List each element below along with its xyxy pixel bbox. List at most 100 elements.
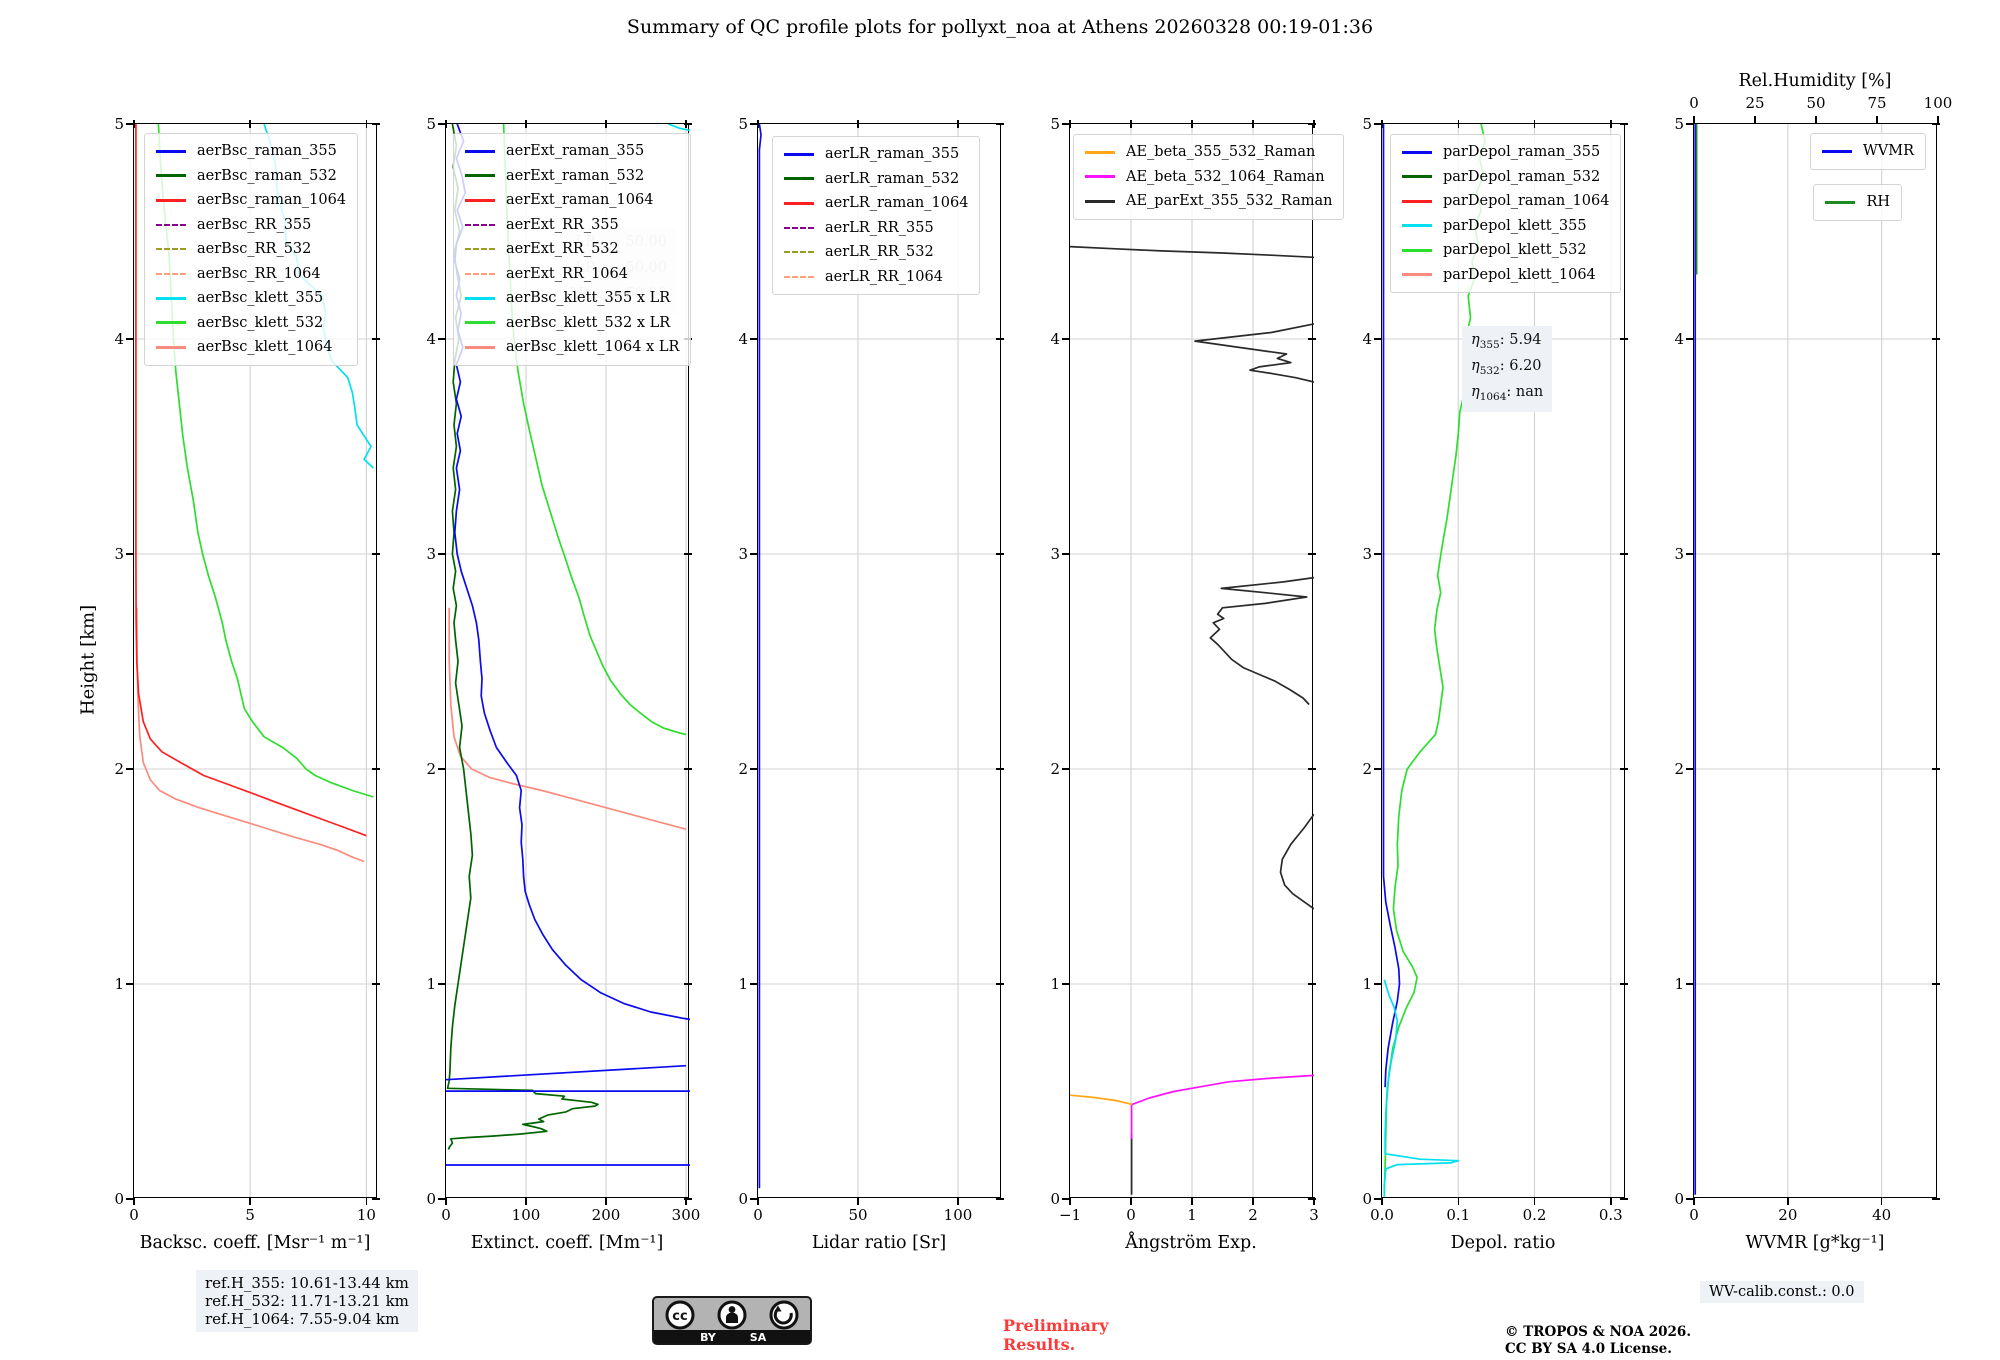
series-AE_parExt_355_532_Raman [1070,245,1314,259]
y-tick-right [372,983,380,985]
legend-item: parDepol_raman_1064 [1402,189,1609,214]
legend-label: parDepol_raman_532 [1443,168,1601,185]
cc-badge-graphic: cc BY SA [652,1296,812,1345]
annotation-symbol: η [1471,332,1480,348]
x-axis-label-depol-ratio: Depol. ratio [1450,1233,1556,1253]
x-tick-label: 200 [591,1206,621,1224]
legend-label: aerBsc_raman_532 [197,167,337,184]
x-tick-top [133,120,135,128]
legend-item: aerBsc_raman_532 [156,164,346,189]
x-tick-label: 20 [1778,1206,1798,1224]
legend-label: aerBsc_klett_1064 x LR [506,339,680,356]
legend-label: aerBsc_klett_532 x LR [506,314,671,331]
legend-label: aerLR_raman_1064 [825,195,969,212]
x-tick-label: 2 [1248,1206,1258,1224]
x-axis-label-wvmr: WVMR [g*kg⁻¹] [1745,1233,1885,1253]
series-aerBsc_klett_1064 [135,607,365,863]
legend-wvmr: RH [1813,184,1902,221]
y-tick-label: 1 [1674,975,1684,993]
y-tick-label: 5 [114,115,124,133]
legend-angstroem: AE_beta_355_532_Raman AE_beta_532_1064_Ra… [1073,134,1345,220]
x-tick-label: 0.3 [1598,1206,1623,1224]
series-AE_parExt_355_532_Raman [1194,323,1314,383]
legend-label: aerExt_raman_532 [506,167,645,184]
legend-label: parDepol_klett_1064 [1443,266,1596,283]
legend-item: aerExt_RR_532 [465,237,679,262]
panel-wvmr: 0 20 40 0 1 2 3 4 5 WVMR [g*kg⁻¹] Rel.Humidity [%]… [1674,71,1952,1253]
ref-height-line: ref.H_1064: 7.55-9.04 km [205,1310,400,1328]
legend-item: AE_parExt_355_532_Raman [1085,189,1332,214]
y-tick-right [1932,338,1940,340]
x-tick [1069,1197,1071,1205]
y-tick [750,553,758,555]
y-tick [126,338,134,340]
top-axis-tick [1815,116,1817,124]
legend-label: aerBsc_raman_1064 [197,192,347,209]
y-tick-right [1932,123,1940,125]
sa-arrow-icon [769,1300,799,1330]
y-tick-right [1308,123,1316,125]
y-tick [438,553,446,555]
legend-swatch [1085,150,1115,154]
legend-label: aerLR_raman_532 [825,170,960,187]
x-axis-label-backscatter: Backsc. coeff. [Msr⁻¹ m⁻¹] [139,1233,371,1253]
legend-extinction: aerExt_raman_355 aerExt_raman_532 aerExt_r… [453,133,692,366]
y-tick-label: 2 [114,760,124,778]
top-axis-tick [1876,116,1878,124]
legend-item: aerLR_raman_1064 [784,191,968,216]
legend-item: aerLR_RR_355 [784,216,968,241]
x-tick-top [1610,120,1612,128]
y-tick [1062,123,1070,125]
y-tick-label: 0 [1674,1190,1684,1208]
y-tick-label: 5 [1050,115,1060,133]
legend-item: aerBsc_klett_532 x LR [465,311,679,336]
x-tick-top [525,120,527,128]
x-tick-top [249,120,251,128]
y-tick [126,123,134,125]
series-AE_beta_532_1064_Raman [1131,1074,1314,1106]
y-tick-right [684,123,692,125]
y-tick [1686,983,1694,985]
legend-item: aerBsc_RR_1064 [156,262,346,287]
y-tick [1062,553,1070,555]
legend-label: AE_beta_355_532_Raman [1126,144,1316,161]
x-tick-top [445,120,447,128]
legend-swatch [784,152,814,156]
legend-swatch [156,223,186,226]
y-tick-right [1620,553,1628,555]
y-tick [1686,553,1694,555]
panel-canvas-wvmr [1694,124,1938,1199]
annotation-value: : 6.20 [1499,357,1542,374]
legend-wvmr: WVMR [1809,133,1926,170]
legend-item: parDepol_raman_532 [1402,165,1609,190]
svg-text:cc: cc [672,1309,687,1324]
y-tick-label: 3 [738,545,748,563]
annotation-value: : 5.94 [1499,332,1542,348]
top-axis-tick [1937,116,1939,124]
y-tick-label: 1 [1362,975,1372,993]
legend-swatch [784,275,814,278]
y-tick-right [372,768,380,770]
x-tick [1533,1197,1536,1205]
y-tick-label: 2 [426,760,436,778]
y-tick-right [1932,553,1940,555]
y-tick-label: 3 [1362,545,1372,563]
legend-label: parDepol_klett_355 [1443,217,1587,234]
x-tick-label: 0 [753,1206,763,1224]
y-tick [1686,1198,1694,1200]
x-tick-top [1069,120,1071,128]
preliminary-line: Preliminary [1003,1316,1109,1335]
legend-item: aerBsc_raman_1064 [156,188,346,213]
legend-swatch [156,321,186,325]
legend-swatch [1085,199,1115,203]
copyright-note: © TROPOS & NOA 2026. CC BY SA 4.0 License… [1505,1324,1691,1358]
y-tick-right [996,768,1004,770]
x-tick [1693,1197,1695,1205]
y-tick-label: 4 [114,330,124,348]
legend-item: aerExt_RR_1064 [465,262,679,287]
y-tick-right [1308,983,1316,985]
legend-swatch [784,251,814,254]
legend-label: aerBsc_klett_1064 [197,339,333,356]
x-tick [249,1197,251,1205]
legend-swatch [156,296,186,300]
